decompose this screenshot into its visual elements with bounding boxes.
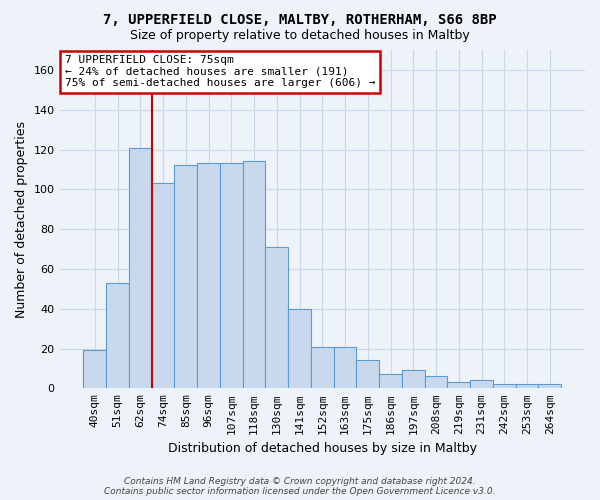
Text: 7 UPPERFIELD CLOSE: 75sqm
← 24% of detached houses are smaller (191)
75% of semi: 7 UPPERFIELD CLOSE: 75sqm ← 24% of detac… — [65, 55, 375, 88]
Text: Contains HM Land Registry data © Crown copyright and database right 2024.
Contai: Contains HM Land Registry data © Crown c… — [104, 476, 496, 496]
Text: Size of property relative to detached houses in Maltby: Size of property relative to detached ho… — [130, 29, 470, 42]
Text: 7, UPPERFIELD CLOSE, MALTBY, ROTHERHAM, S66 8BP: 7, UPPERFIELD CLOSE, MALTBY, ROTHERHAM, … — [103, 12, 497, 26]
Bar — [311, 346, 334, 389]
Bar — [425, 376, 448, 388]
Bar — [448, 382, 470, 388]
Bar — [356, 360, 379, 388]
Y-axis label: Number of detached properties: Number of detached properties — [15, 120, 28, 318]
X-axis label: Distribution of detached houses by size in Maltby: Distribution of detached houses by size … — [168, 442, 477, 455]
Bar — [129, 148, 152, 388]
Bar — [106, 283, 129, 389]
Bar — [197, 164, 220, 388]
Bar — [379, 374, 402, 388]
Bar — [220, 164, 242, 388]
Bar — [538, 384, 561, 388]
Bar — [152, 184, 175, 388]
Bar — [265, 247, 288, 388]
Bar — [470, 380, 493, 388]
Bar — [515, 384, 538, 388]
Bar — [402, 370, 425, 388]
Bar — [493, 384, 515, 388]
Bar — [242, 162, 265, 388]
Bar — [83, 350, 106, 389]
Bar — [334, 346, 356, 389]
Bar — [288, 308, 311, 388]
Bar — [175, 166, 197, 388]
